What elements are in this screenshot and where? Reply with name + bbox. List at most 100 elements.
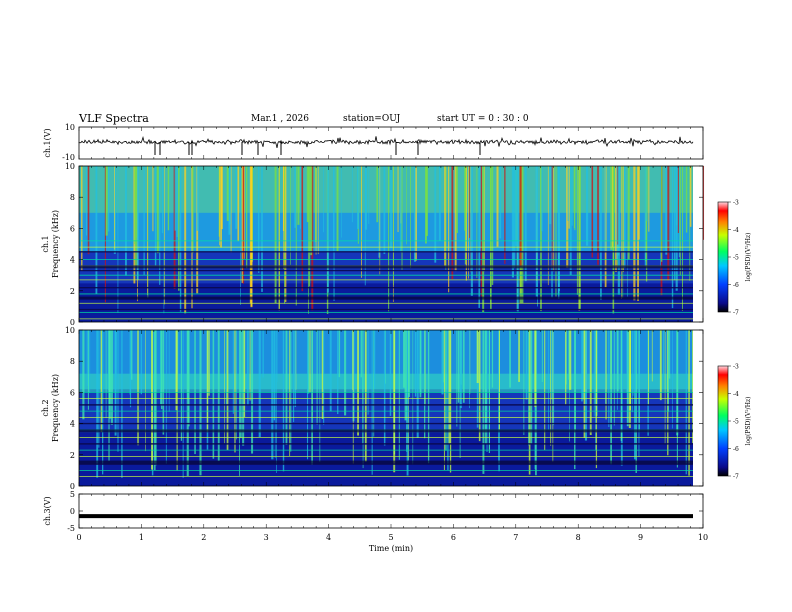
ch2-spectrogram-streak xyxy=(102,330,104,475)
ch2-colorbar-tick-label: -6 xyxy=(733,446,739,453)
ch1-waveform-frame xyxy=(78,126,704,160)
ch2-spectrogram-streak xyxy=(412,330,414,465)
ch1-spectrogram-streak xyxy=(310,166,313,256)
ch1-spectrogram-streak xyxy=(567,166,569,221)
ch2-spectrogram-streak xyxy=(688,330,690,476)
ch2-spectrogram-streak xyxy=(162,330,165,435)
ch1-spectrogram-streak xyxy=(176,166,178,237)
ch2-spectrogram-streak xyxy=(593,330,595,417)
ch1-colorbar-tick-label: -4 xyxy=(733,227,739,234)
ch2-spectrogram-streak xyxy=(569,330,572,390)
ch2-spectrogram-streak xyxy=(86,330,88,386)
ch1-spectrogram-streak xyxy=(219,166,220,246)
ch2-spectrogram-streak xyxy=(568,330,570,380)
ch2-spectrogram-streak xyxy=(154,330,157,466)
ch2-spectrogram-streak xyxy=(243,330,246,418)
ch1-spectrogram-streak xyxy=(465,166,467,281)
ch2-spectrogram-streak xyxy=(258,330,261,438)
time-axis: 0 1 2 3 4 5 6 7 8 9 10 Time (min) xyxy=(76,533,708,553)
chart-title: VLF Spectra xyxy=(79,112,149,125)
ch2-spectrogram-streak xyxy=(459,330,462,409)
x-tick-label: 6 xyxy=(451,533,456,542)
ch2-spectrogram-streak xyxy=(685,330,687,475)
ch2-spectrogram-streak xyxy=(404,330,407,421)
ch1-spectrogram-streak xyxy=(117,166,119,313)
ch1-spectrogram-streak xyxy=(521,166,524,304)
ch1-spectrogram-end-gap xyxy=(693,166,703,322)
ch1-spectrogram-streak xyxy=(161,166,164,234)
ch2-spectrogram-streak xyxy=(595,330,598,469)
ch1-spectrogram-streak xyxy=(307,166,309,314)
ch2-spectrogram-streak xyxy=(108,330,111,419)
ch2-spectrogram-streak xyxy=(344,330,347,416)
ch2-spectrogram-streak xyxy=(262,330,264,378)
ch2-spectrogram-streak xyxy=(232,330,234,414)
ch1-spectrogram-streak xyxy=(311,166,314,311)
ch1-colorbar-gradient xyxy=(717,201,729,313)
ch2-spectrogram-y-tick-label: 4 xyxy=(70,420,75,429)
x-tick-label: 7 xyxy=(513,533,518,542)
ch2-spectrogram-streak xyxy=(338,330,341,378)
ch1-spectrogram-streak xyxy=(490,166,492,310)
x-tick-label: 1 xyxy=(139,533,144,542)
ch2-spectrogram-streak xyxy=(447,330,449,471)
ch2-spectrogram-streak xyxy=(186,330,189,476)
x-tick-label: 4 xyxy=(326,533,331,542)
ch2-spectrogram-streak xyxy=(528,330,531,475)
ch1-spectrogram-streak xyxy=(284,166,287,303)
ch2-spectrogram-streak xyxy=(448,330,451,445)
ch2-spectrogram-streak xyxy=(226,330,229,450)
ch1-spectrogram-streak xyxy=(665,166,668,255)
ch1-spectrogram-streak xyxy=(675,166,678,291)
ch1-spectrogram-streak xyxy=(192,166,194,254)
ch1-spectrogram-streak xyxy=(483,166,485,272)
ch2-spectrogram-streak xyxy=(620,330,623,442)
ch1-spectrogram-streak xyxy=(230,166,232,253)
ch2-spectrogram-streak xyxy=(595,330,596,451)
ch2-spectrogram-streak xyxy=(364,330,367,462)
ch2-spectrogram-streak xyxy=(371,330,373,475)
ch1-spectrogram-streak xyxy=(574,166,576,231)
ch2-spectrogram-streak xyxy=(309,330,311,393)
ch2-spectrogram-streak xyxy=(667,330,669,412)
ch2-spectrogram-streak xyxy=(610,330,613,465)
ch2-spectrogram-streak xyxy=(456,330,458,427)
ch2-spectrogram-ylabel-line1: ch.2 xyxy=(41,399,50,416)
ch1-spectrogram-streak xyxy=(125,166,127,276)
ch2-spectrogram-streak xyxy=(249,330,251,401)
ch1-spectrogram-streak xyxy=(184,166,187,314)
ch1-ytick-label: -10 xyxy=(62,153,75,162)
ch1-spectrogram-streak xyxy=(294,166,297,228)
ch2-colorbar-tick-label: -7 xyxy=(733,474,739,481)
ch2-spectrogram-streak xyxy=(551,330,553,400)
ch1-spectrogram-streak xyxy=(274,166,277,304)
ch2-spectrogram-streak xyxy=(224,330,225,444)
ch1-spectrogram-dark-band xyxy=(79,265,693,269)
ch1-spectrogram-streak xyxy=(633,166,636,301)
ch1-spectrogram-streak xyxy=(368,166,370,224)
ch2-colorbar-tick-label: -5 xyxy=(733,419,739,426)
ch2-colorbar-tick-label: -3 xyxy=(733,364,739,371)
ch2-spectrogram-streak xyxy=(584,330,588,441)
ch2-spectrogram-streak xyxy=(208,330,210,396)
ch1-spectrogram-streak xyxy=(156,166,159,254)
ch1-spectrogram-streak xyxy=(143,166,145,276)
ch1-spectrogram-streak xyxy=(438,166,441,242)
ch2-spectrogram-streak xyxy=(445,330,447,451)
ch1-spectrogram-streak xyxy=(576,166,578,295)
ch1-spectrogram-streak xyxy=(245,166,248,269)
ch1-spectrogram-streak xyxy=(95,166,98,294)
ch1-spectrogram-streak xyxy=(678,166,681,258)
ch1-spectrogram-streak xyxy=(87,166,90,255)
ch1-spectrogram-streak xyxy=(174,166,177,231)
ch1-spectrogram-streak xyxy=(612,166,615,279)
ch2-spectrogram-streak xyxy=(565,330,567,405)
ch2-spectrogram-streak xyxy=(165,330,167,464)
ch1-spectrogram-streak xyxy=(295,166,297,306)
ch1-colorbar-tick-label: -5 xyxy=(733,255,739,262)
ch2-spectrogram-streak xyxy=(544,330,546,451)
station-label: station=OUJ xyxy=(343,114,401,124)
ch2-spectrogram-streak xyxy=(251,330,254,454)
ch2-spectrogram-streak xyxy=(239,330,240,476)
